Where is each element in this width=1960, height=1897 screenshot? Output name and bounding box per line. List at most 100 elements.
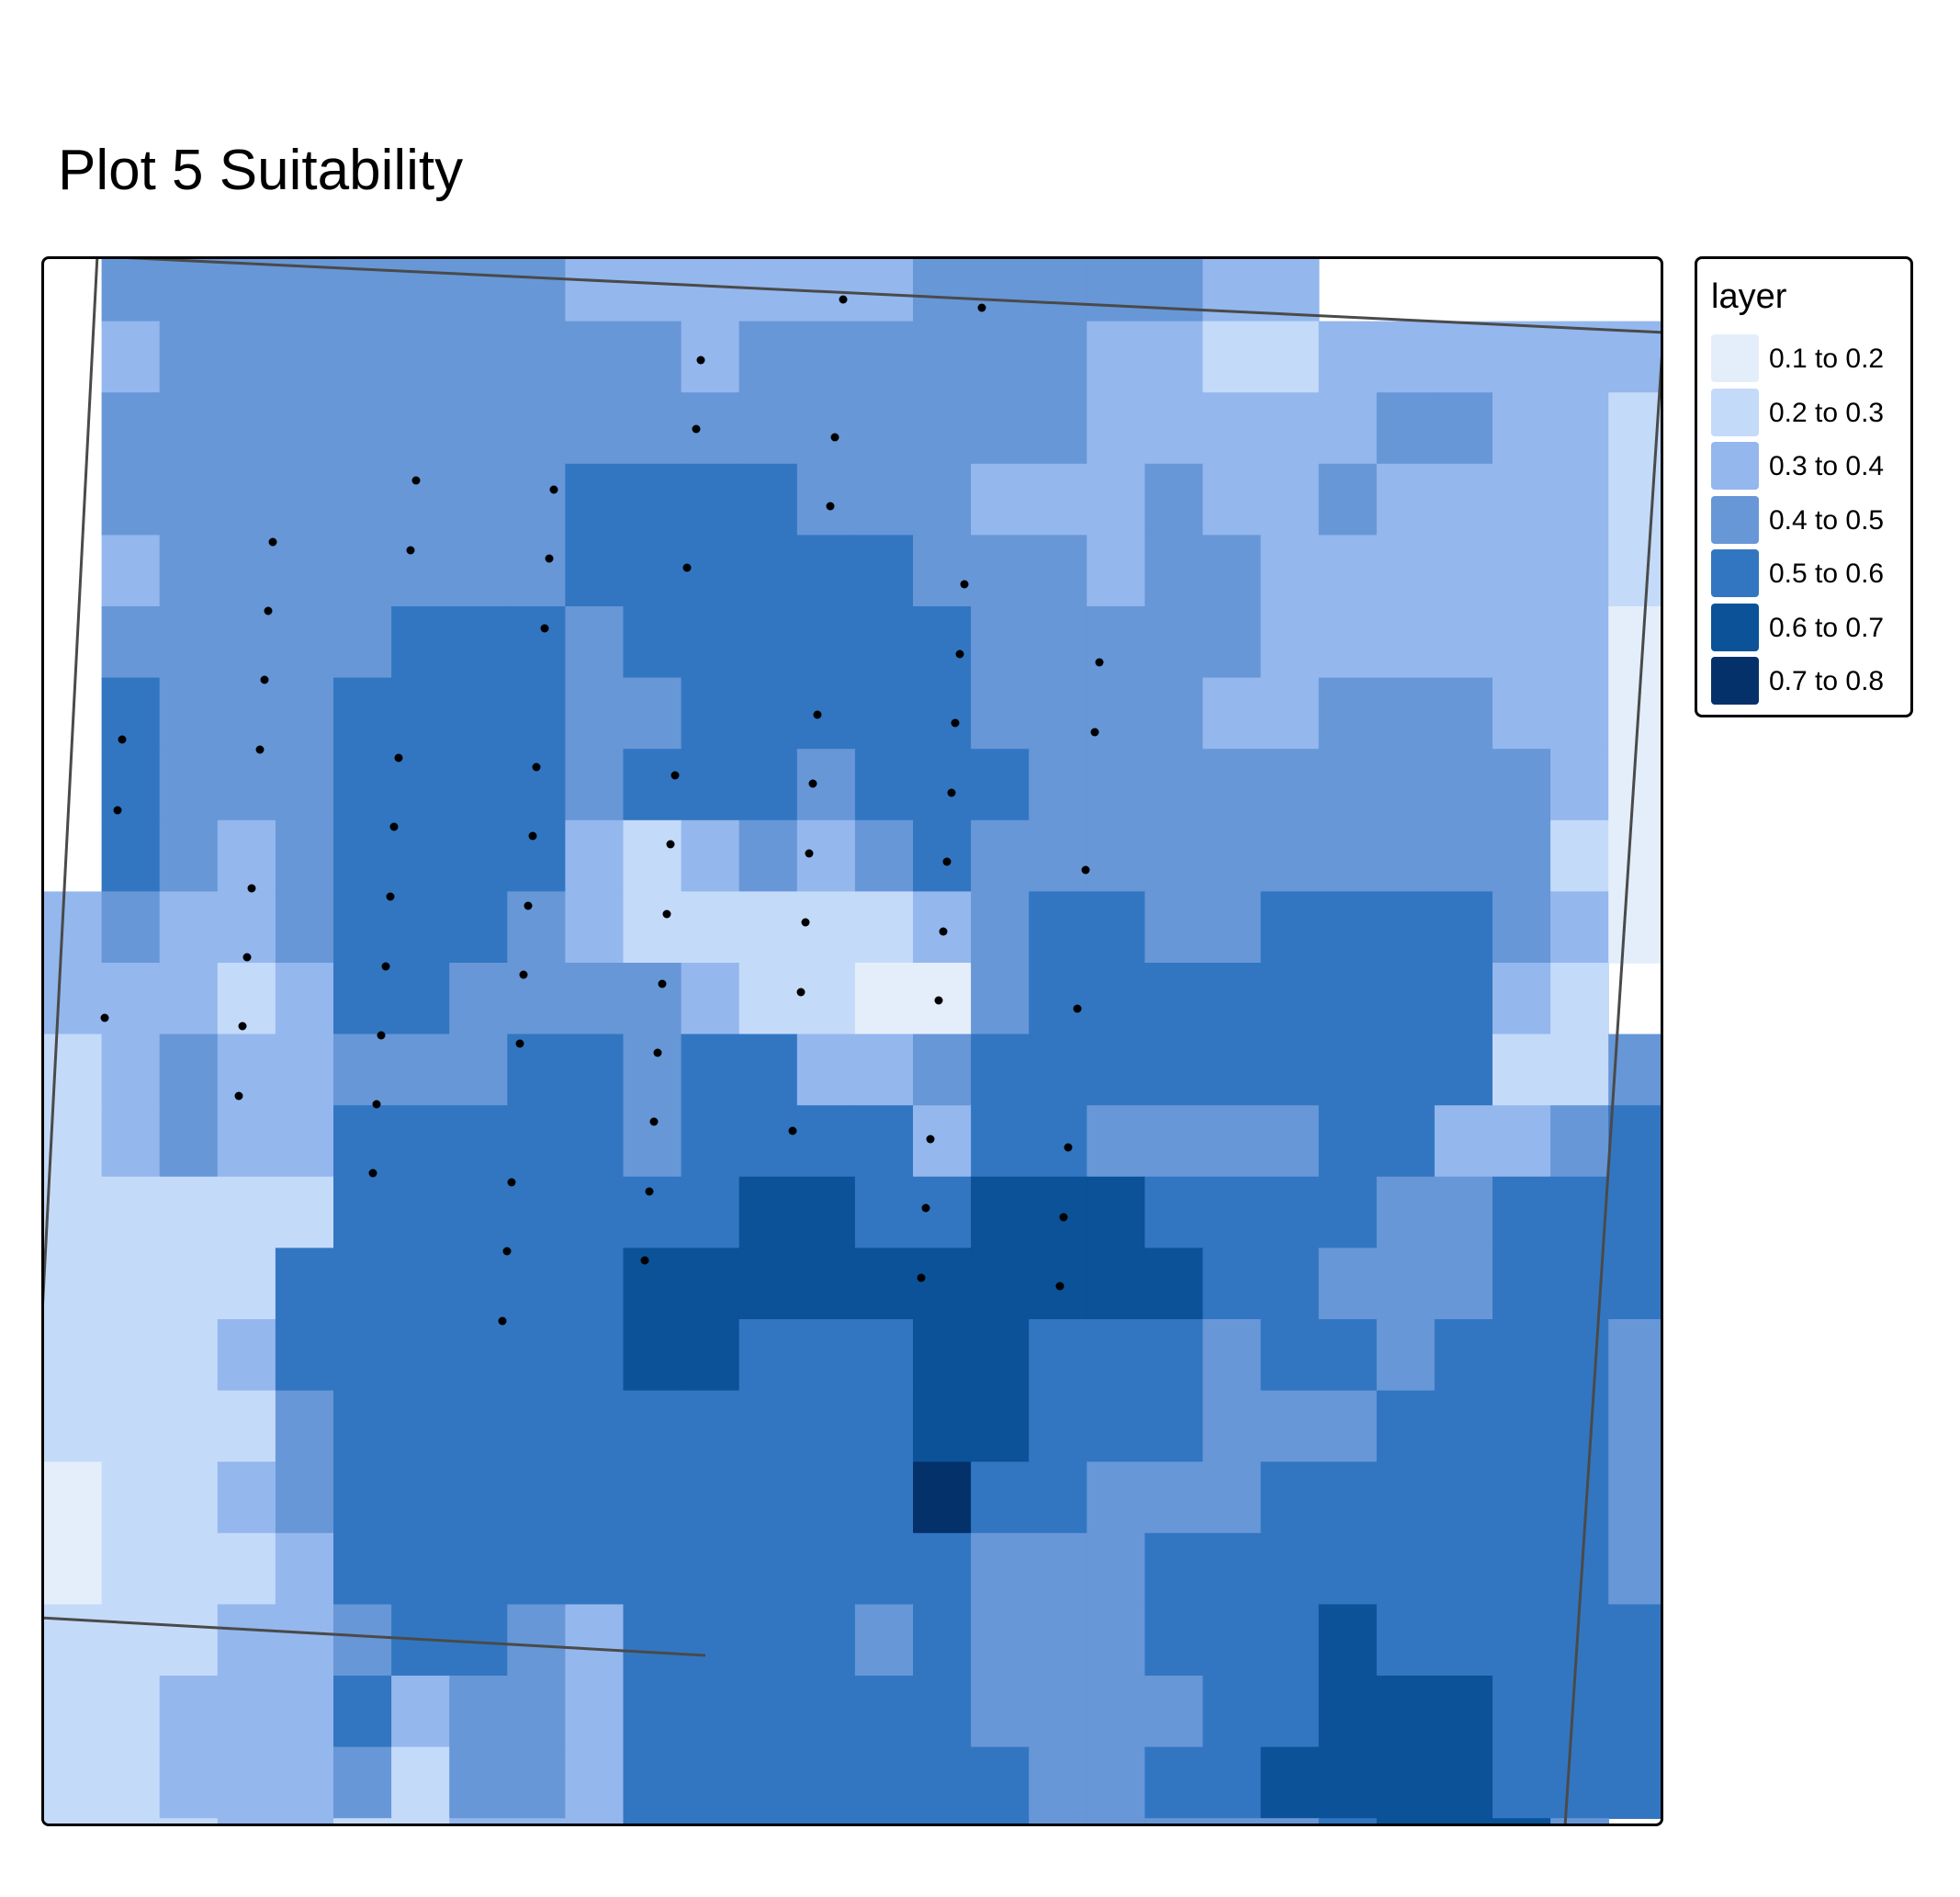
raster-cell (101, 819, 161, 893)
boundary-right (1563, 355, 1661, 1824)
raster-cell (1493, 1818, 1551, 1824)
raster-cell (1493, 606, 1551, 679)
sample-point (947, 788, 956, 797)
raster-cell (1260, 1818, 1320, 1824)
raster-cell (738, 1746, 798, 1819)
raster-cell (217, 1105, 276, 1178)
raster-cell (1493, 392, 1551, 465)
raster-cell (913, 1676, 972, 1748)
legend-label: 0.6 to 0.7 (1769, 612, 1885, 643)
raster-cell (449, 1746, 509, 1819)
raster-cell (449, 535, 509, 607)
raster-cell (275, 963, 334, 1035)
raster-cell (1376, 392, 1436, 465)
raster-cell (796, 1248, 856, 1320)
raster-cell (159, 1462, 219, 1534)
raster-cell (1202, 819, 1262, 893)
raster-cell (217, 1319, 276, 1392)
raster-cell (1144, 963, 1204, 1035)
raster-cell (1029, 1319, 1088, 1392)
raster-cell (217, 1248, 276, 1320)
raster-cell (1376, 1390, 1436, 1462)
raster-cell (1087, 392, 1146, 465)
raster-cell (1029, 259, 1088, 322)
raster-cell (854, 749, 914, 821)
raster-cell (1493, 749, 1551, 821)
raster-cell (681, 1532, 740, 1606)
raster-cell (391, 1248, 450, 1320)
raster-cell (275, 1604, 334, 1677)
sample-point (368, 1169, 377, 1178)
sample-point (411, 476, 421, 485)
raster-cell (1376, 1033, 1436, 1106)
raster-cell (1493, 677, 1551, 750)
raster-cell (1202, 1604, 1262, 1677)
sample-point (951, 718, 960, 728)
raster-cell (391, 1319, 450, 1392)
raster-cell (1493, 535, 1551, 607)
raster-cell (275, 321, 334, 393)
raster-cell (1087, 819, 1146, 893)
raster-cell (1260, 463, 1320, 536)
sample-point (826, 502, 835, 511)
raster-cell (217, 463, 276, 536)
raster-cell (1029, 1462, 1088, 1534)
raster-cell (971, 259, 1030, 322)
raster-cell (1260, 819, 1320, 893)
raster-cell (971, 606, 1030, 679)
raster-cell (1376, 321, 1436, 393)
sample-point (649, 1117, 659, 1126)
sample-point (830, 433, 839, 442)
raster-cell (1087, 963, 1146, 1035)
raster-cell (1087, 1248, 1146, 1320)
raster-cell (1087, 321, 1146, 393)
sample-point (386, 892, 395, 901)
raster-cell (854, 1390, 914, 1462)
raster-cell (623, 1604, 682, 1677)
raster-cell (1493, 1676, 1551, 1748)
raster-cell (738, 1390, 798, 1462)
raster-cell (449, 259, 509, 322)
raster-cell (913, 1105, 972, 1178)
raster-cell (1434, 1105, 1493, 1178)
raster-cell (681, 749, 740, 821)
raster-cell (1376, 606, 1436, 679)
raster-cell (101, 1176, 161, 1249)
raster-cell (623, 1319, 682, 1392)
raster-cell (623, 463, 682, 536)
raster-cell (1493, 1532, 1551, 1606)
raster-cell (1550, 535, 1609, 607)
raster-cell (1550, 1462, 1609, 1534)
sample-point (372, 1100, 381, 1109)
raster-cell (796, 606, 856, 679)
legend-label: 0.4 to 0.5 (1769, 504, 1885, 536)
raster-cell (1493, 1746, 1551, 1819)
raster-cell (681, 1033, 740, 1106)
raster-cell (796, 1532, 856, 1606)
raster-cell (913, 1033, 972, 1106)
raster-cell (623, 677, 682, 750)
raster-cell (1376, 1176, 1436, 1249)
sample-point (942, 857, 952, 866)
raster-cell (913, 1746, 972, 1819)
raster-cell (159, 1033, 219, 1106)
raster-cell (796, 1462, 856, 1534)
raster-cell (391, 891, 450, 964)
raster-cell (1493, 1033, 1551, 1106)
raster-cell (565, 1319, 625, 1392)
raster-cell (681, 1818, 740, 1824)
raster-cell (1260, 1532, 1320, 1606)
raster-cell (1550, 1676, 1609, 1748)
raster-cell (1550, 963, 1609, 1035)
raster-cell (449, 1390, 509, 1462)
raster-cell (507, 1176, 567, 1249)
raster-cell (44, 1818, 103, 1824)
raster-cell (738, 819, 798, 893)
raster-cell (217, 321, 276, 393)
raster-cell (275, 392, 334, 465)
raster-cell (1434, 749, 1493, 821)
raster-cell (565, 1462, 625, 1534)
raster-cell (1202, 1676, 1262, 1748)
sample-point (662, 909, 671, 919)
raster-cell (854, 963, 914, 1035)
